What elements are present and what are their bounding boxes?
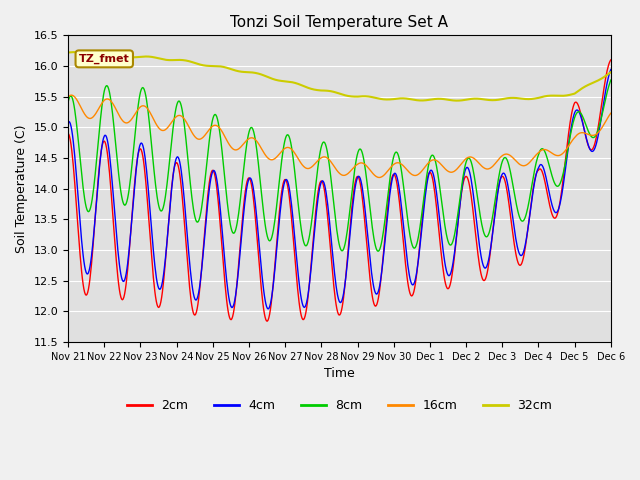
32cm bbox=[75, 49, 83, 55]
Title: Tonzi Soil Temperature Set A: Tonzi Soil Temperature Set A bbox=[230, 15, 449, 30]
8cm bbox=[185, 166, 193, 171]
8cm bbox=[130, 144, 138, 150]
4cm bbox=[64, 120, 72, 125]
16cm bbox=[423, 162, 431, 168]
2cm bbox=[74, 222, 82, 228]
32cm bbox=[131, 54, 138, 60]
16cm bbox=[607, 110, 614, 116]
8cm bbox=[374, 248, 382, 254]
2cm bbox=[130, 191, 138, 197]
16cm bbox=[214, 124, 222, 130]
32cm bbox=[186, 59, 193, 64]
4cm bbox=[607, 67, 614, 72]
16cm bbox=[64, 94, 72, 100]
4cm bbox=[264, 306, 272, 312]
16cm bbox=[375, 175, 383, 180]
Line: 4cm: 4cm bbox=[68, 70, 611, 309]
2cm bbox=[264, 318, 271, 324]
4cm bbox=[406, 276, 414, 282]
Text: TZ_fmet: TZ_fmet bbox=[79, 54, 130, 64]
32cm bbox=[214, 63, 222, 69]
8cm bbox=[422, 179, 429, 184]
16cm bbox=[186, 125, 193, 131]
2cm bbox=[185, 276, 193, 282]
8cm bbox=[214, 117, 221, 122]
2cm bbox=[406, 290, 414, 296]
Legend: 2cm, 4cm, 8cm, 16cm, 32cm: 2cm, 4cm, 8cm, 16cm, 32cm bbox=[122, 394, 557, 417]
4cm bbox=[214, 181, 221, 187]
Line: 2cm: 2cm bbox=[68, 60, 611, 321]
16cm bbox=[407, 171, 415, 177]
32cm bbox=[453, 98, 461, 104]
32cm bbox=[406, 96, 414, 102]
16cm bbox=[131, 112, 138, 118]
Y-axis label: Soil Temperature (C): Soil Temperature (C) bbox=[15, 124, 28, 253]
X-axis label: Time: Time bbox=[324, 367, 355, 380]
8cm bbox=[406, 233, 414, 239]
8cm bbox=[607, 77, 614, 83]
4cm bbox=[130, 194, 138, 200]
4cm bbox=[185, 251, 193, 257]
2cm bbox=[214, 192, 221, 197]
4cm bbox=[74, 191, 82, 197]
Line: 8cm: 8cm bbox=[68, 80, 611, 251]
2cm bbox=[422, 184, 429, 190]
32cm bbox=[422, 97, 429, 103]
8cm bbox=[74, 133, 82, 139]
Line: 16cm: 16cm bbox=[68, 95, 611, 178]
32cm bbox=[71, 49, 79, 55]
16cm bbox=[75, 100, 83, 106]
Line: 32cm: 32cm bbox=[68, 52, 611, 101]
2cm bbox=[607, 57, 614, 63]
4cm bbox=[422, 188, 429, 194]
16cm bbox=[67, 92, 75, 98]
2cm bbox=[64, 131, 72, 136]
32cm bbox=[64, 49, 72, 55]
8cm bbox=[64, 100, 72, 106]
32cm bbox=[607, 69, 614, 75]
